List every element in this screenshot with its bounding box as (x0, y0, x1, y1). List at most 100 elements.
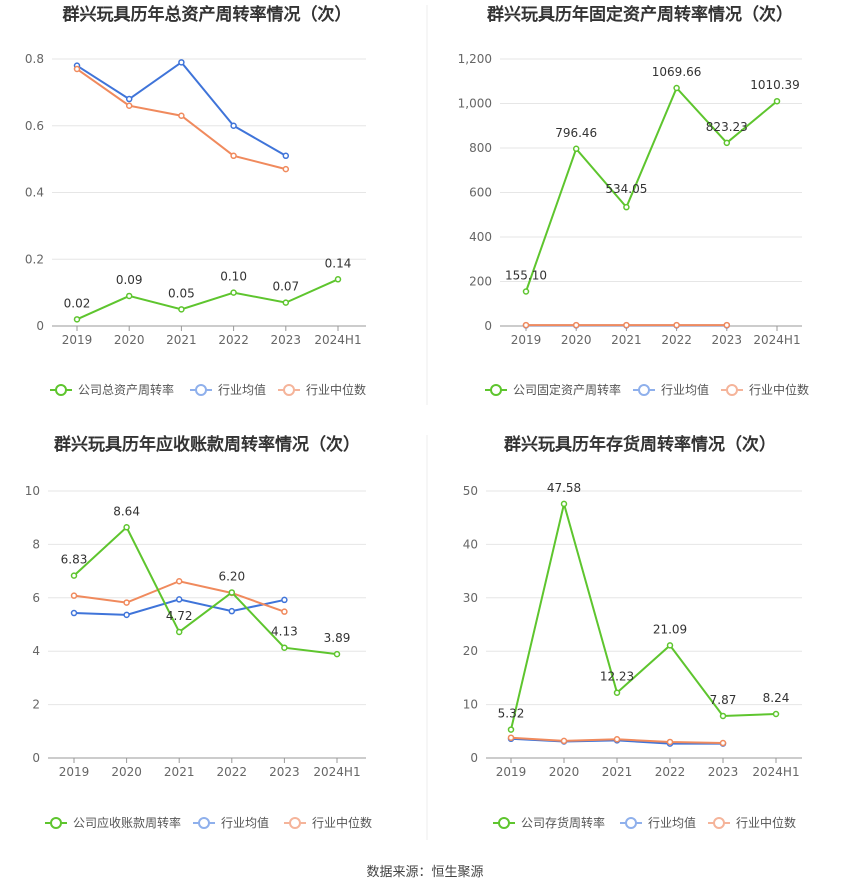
x-tick-label: 2019 (496, 765, 527, 779)
data-point (175, 577, 183, 585)
data-point (70, 592, 78, 599)
legend-item-company[interactable]: 公司总资产周转率 (50, 382, 174, 397)
data-point (125, 292, 133, 300)
legend-item-industry-median[interactable]: 行业中位数 (278, 382, 366, 397)
data-point (613, 736, 621, 743)
y-tick-label: 40 (463, 537, 478, 551)
x-tick-label: 2019 (62, 333, 93, 347)
data-point (70, 572, 78, 579)
data-label: 5.32 (498, 707, 525, 721)
data-point (282, 152, 290, 160)
legend-item-company[interactable]: 公司固定资产周转率 (485, 382, 621, 397)
data-label: 534.05 (605, 182, 647, 196)
data-point (178, 59, 185, 66)
legend-item-industry-avg[interactable]: 行业均值 (620, 815, 696, 830)
legend-label: 公司总资产周转率 (78, 382, 174, 397)
legend-label: 行业中位数 (736, 815, 796, 830)
data-point (125, 95, 133, 103)
data-point (666, 738, 674, 746)
legend-marker (50, 817, 62, 829)
x-tick-label: 2020 (111, 765, 142, 779)
legend-item-company[interactable]: 公司存货周转率 (493, 815, 605, 830)
y-tick-label: 30 (463, 591, 478, 605)
y-tick-label: 20 (463, 644, 478, 658)
legend-label: 行业均值 (218, 382, 266, 397)
x-tick-label: 2022 (218, 333, 249, 347)
y-tick-label: 1,000 (458, 97, 492, 111)
legend-label: 公司应收账款周转率 (73, 815, 181, 830)
legend-item-industry-avg[interactable]: 行业均值 (633, 382, 709, 397)
data-label: 155.10 (505, 268, 547, 282)
x-tick-label: 2024H1 (753, 333, 800, 347)
data-point (623, 203, 630, 211)
chart-panel-4: 群兴玩具历年存货周转率情况（次） 0 10 20 30 40 50 2019 2020 2021 2… (463, 434, 802, 830)
data-point (333, 650, 341, 658)
legend-marker (498, 817, 510, 829)
legend-item-industry-avg[interactable]: 行业均值 (190, 382, 266, 397)
legend-item-company[interactable]: 公司应收账款周转率 (45, 815, 181, 830)
data-point (230, 122, 237, 129)
legend-marker (283, 384, 295, 396)
series-line-company (525, 86, 778, 292)
y-tick-label: 0.2 (25, 252, 44, 266)
legend-marker (490, 384, 502, 396)
x-tick-label: 2022 (655, 765, 686, 779)
legend-label: 行业中位数 (306, 382, 366, 397)
y-tick-label: 0.4 (25, 186, 44, 200)
data-label: 1069.66 (652, 65, 702, 79)
y-tick-label: 1,200 (458, 52, 492, 66)
x-tick-label: 2019 (59, 765, 90, 779)
data-point (613, 689, 621, 696)
y-tick-label: 50 (463, 484, 478, 498)
legend-marker (625, 817, 637, 829)
data-point (228, 607, 236, 615)
y-tick-label: 0 (32, 751, 40, 765)
x-tick-label: 2024H1 (752, 765, 799, 779)
legend-marker (195, 384, 207, 396)
data-point (572, 321, 580, 329)
legend-label: 公司固定资产周转率 (513, 382, 621, 397)
x-tick-label: 2019 (511, 333, 542, 347)
data-point (560, 737, 568, 745)
x-tick-label: 2024H1 (314, 333, 361, 347)
series-line-industry-median (76, 68, 287, 171)
chart-panel-3: 群兴玩具历年应收账款周转率情况（次） 0 2 4 6 8 10 2019 2020 2021 202… (25, 434, 372, 830)
data-label: 12.23 (600, 670, 634, 684)
data-point (334, 276, 342, 283)
legend-marker (726, 384, 738, 396)
legend-item-industry-avg[interactable]: 行业均值 (193, 815, 269, 830)
x-tick-label: 2021 (611, 333, 642, 347)
data-point (282, 299, 290, 306)
chart-title: 群兴玩具历年固定资产周转率情况（次） (487, 4, 793, 25)
data-label: 4.72 (166, 609, 193, 623)
data-point (572, 145, 580, 153)
data-label: 0.05 (168, 286, 195, 300)
legend-label: 行业中位数 (312, 815, 372, 830)
legend-label: 行业均值 (648, 815, 696, 830)
data-point (673, 84, 680, 92)
data-label: 8.64 (113, 504, 140, 518)
x-tick-label: 2023 (271, 333, 302, 347)
y-tick-label: 10 (463, 698, 478, 712)
data-point (228, 589, 236, 596)
x-tick-label: 2024H1 (313, 765, 360, 779)
data-point (719, 712, 727, 720)
legend-item-industry-median[interactable]: 行业中位数 (721, 382, 809, 397)
chart-panel-2: 群兴玩具历年固定资产周转率情况（次） 0 200 400 600 800 1,000 1,20… (458, 4, 809, 397)
data-point (73, 65, 81, 73)
series-line-industry-avg (76, 60, 287, 157)
legend-marker (289, 817, 301, 829)
y-tick-label: 0 (470, 751, 478, 765)
data-label: 6.20 (218, 569, 245, 583)
data-point (281, 644, 288, 651)
legend-marker (198, 817, 210, 829)
data-point (719, 739, 727, 747)
data-label: 1010.39 (750, 78, 800, 92)
legend-item-industry-median[interactable]: 行业中位数 (284, 815, 372, 830)
legend-item-industry-median[interactable]: 行业中位数 (708, 815, 796, 830)
x-tick-label: 2022 (217, 765, 248, 779)
data-point (73, 316, 81, 323)
data-point (125, 102, 133, 109)
legend-label: 行业均值 (661, 382, 709, 397)
data-point (623, 321, 630, 329)
